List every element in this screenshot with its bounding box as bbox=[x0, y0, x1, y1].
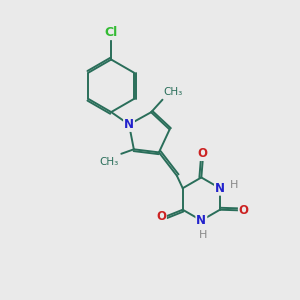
Text: O: O bbox=[156, 210, 166, 223]
Text: H: H bbox=[199, 230, 207, 240]
Text: N: N bbox=[196, 214, 206, 227]
Text: Cl: Cl bbox=[105, 26, 118, 39]
Text: O: O bbox=[239, 204, 249, 217]
Text: H: H bbox=[230, 180, 238, 190]
Text: N: N bbox=[124, 118, 134, 131]
Text: O: O bbox=[198, 147, 208, 160]
Text: CH₃: CH₃ bbox=[100, 158, 119, 167]
Text: CH₃: CH₃ bbox=[164, 87, 183, 97]
Text: N: N bbox=[215, 182, 225, 195]
